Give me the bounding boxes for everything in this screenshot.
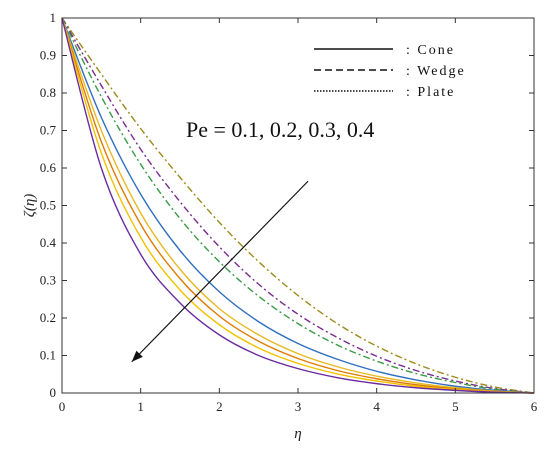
series-line-6 xyxy=(61,17,535,394)
series-line-7 xyxy=(61,17,535,394)
x-tick-label: 5 xyxy=(452,399,459,414)
annotation-arrow-head xyxy=(131,350,143,362)
x-tick-label: 2 xyxy=(216,399,223,414)
y-tick-label: 1 xyxy=(50,10,57,25)
series-line-4 xyxy=(61,17,535,394)
annotation: Pe = 0.1, 0.2, 0.3, 0.4 xyxy=(131,117,374,363)
axes-layer: 0 1 2 3 4 5 6 0 0.1 0.2 0.3 0.4 0.5 0.6 0.7 0.8 0.9 1 η ζ(η… xyxy=(22,10,538,442)
y-tick-label: 0.2 xyxy=(40,310,56,325)
series-line-1 xyxy=(61,17,535,394)
y-tick-label: 0.3 xyxy=(40,273,56,288)
annotation-text: Pe = 0.1, 0.2, 0.3, 0.4 xyxy=(186,117,374,142)
y-tick-label: 0.7 xyxy=(40,123,57,138)
series-line-8 xyxy=(61,17,535,394)
x-tick-label: 3 xyxy=(295,399,302,414)
legend-label: : Wedge xyxy=(406,64,466,79)
series-line-2 xyxy=(61,17,535,394)
y-tick-label: 0.5 xyxy=(40,198,56,213)
y-tick-label: 0.4 xyxy=(40,235,57,250)
x-axis-label: η xyxy=(294,426,301,442)
y-axis-label: ζ(η) xyxy=(22,194,38,218)
y-tick-label: 0.9 xyxy=(40,48,56,63)
y-tick-label: 0 xyxy=(50,385,57,400)
series-line-5 xyxy=(61,17,535,394)
y-tick-label: 0.6 xyxy=(40,160,57,175)
x-tick-label: 6 xyxy=(531,399,538,414)
x-tick-label: 0 xyxy=(59,399,66,414)
series-layer xyxy=(61,17,535,394)
y-tick-label: 0.8 xyxy=(40,85,56,100)
y-tick-label: 0.1 xyxy=(40,348,56,363)
x-tick-label: 4 xyxy=(373,399,380,414)
x-tick-label: 1 xyxy=(137,399,144,414)
legend-label: : Cone xyxy=(406,43,455,58)
annotation-arrow-shaft xyxy=(131,180,309,363)
legend: : Cone : Wedge : Plate xyxy=(314,43,466,100)
legend-label: : Plate xyxy=(406,85,455,100)
series-line-3 xyxy=(61,17,535,394)
